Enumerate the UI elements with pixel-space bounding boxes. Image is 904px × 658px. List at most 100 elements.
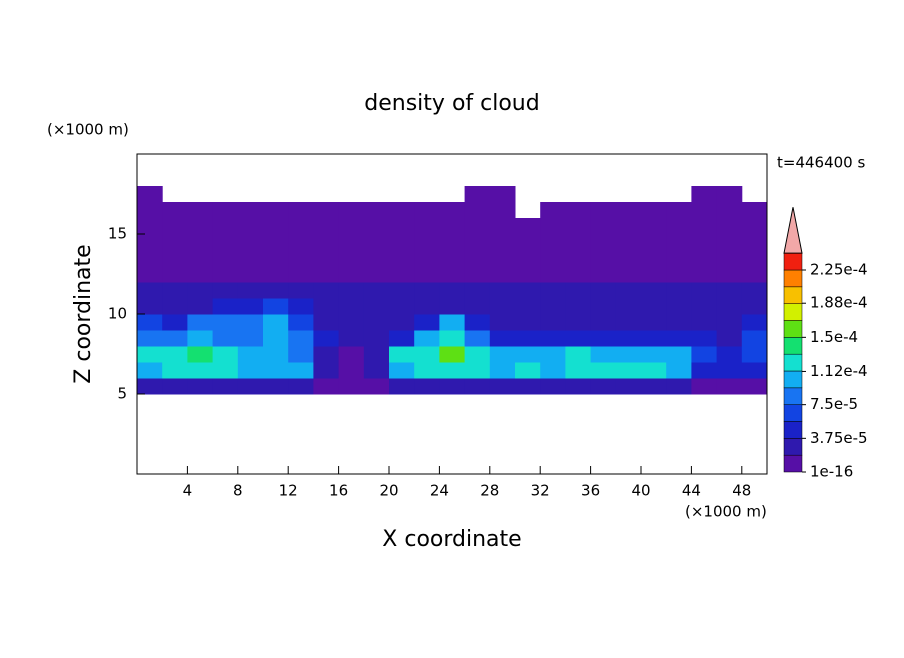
contour-cell <box>237 202 264 219</box>
contour-cell <box>288 202 314 219</box>
contour-cell <box>162 250 188 267</box>
contour-cell <box>363 250 390 267</box>
contour-cell <box>615 298 642 315</box>
contour-field <box>137 186 768 395</box>
contour-cell <box>137 378 163 395</box>
contour-cell <box>338 266 365 283</box>
contour-cell <box>666 218 692 235</box>
contour-cell <box>540 298 566 315</box>
contour-cell <box>565 218 592 235</box>
contour-cell <box>716 346 743 363</box>
contour-cell <box>590 282 617 299</box>
contour-cell <box>137 298 163 315</box>
contour-cell <box>615 330 642 347</box>
contour-cell <box>338 314 365 331</box>
contour-cell <box>615 282 642 299</box>
contour-cell <box>389 282 415 299</box>
contour-cell <box>237 298 264 315</box>
contour-cell <box>489 186 516 203</box>
x-unit: (×1000 m) <box>685 503 767 521</box>
contour-cell <box>666 234 692 251</box>
y-unit: (×1000 m) <box>47 121 129 139</box>
contour-cell <box>590 298 617 315</box>
contour-cell <box>741 346 768 363</box>
contour-cell <box>464 346 491 363</box>
contour-cell <box>716 282 743 299</box>
contour-cell <box>237 362 264 379</box>
contour-cell <box>565 250 592 267</box>
contour-cell <box>691 298 718 315</box>
contour-cell <box>212 250 239 267</box>
contour-cell <box>288 250 314 267</box>
contour-cell <box>615 314 642 331</box>
contour-cell <box>464 378 491 395</box>
contour-cell <box>313 362 340 379</box>
contour-cell <box>212 378 239 395</box>
contour-cell <box>741 330 768 347</box>
contour-cell <box>237 330 264 347</box>
contour-cell <box>666 282 692 299</box>
contour-cell <box>263 378 289 395</box>
contour-cell <box>439 234 466 251</box>
contour-cell <box>237 346 264 363</box>
contour-cell <box>489 266 516 283</box>
contour-cell <box>288 282 314 299</box>
contour-cell <box>691 250 718 267</box>
contour-cell <box>716 314 743 331</box>
contour-cell <box>666 314 692 331</box>
contour-cell <box>162 314 188 331</box>
x-tick-label: 28 <box>480 482 499 500</box>
contour-cell <box>263 202 289 219</box>
contour-cell <box>565 266 592 283</box>
contour-cell <box>464 218 491 235</box>
contour-cell <box>137 346 163 363</box>
contour-cell <box>439 266 466 283</box>
contour-cell <box>137 266 163 283</box>
contour-cell <box>187 346 214 363</box>
colorbar-band <box>783 286 803 304</box>
contour-cell <box>137 314 163 331</box>
contour-cell <box>741 218 768 235</box>
contour-cell <box>540 266 566 283</box>
contour-cell <box>489 282 516 299</box>
contour-cell <box>212 298 239 315</box>
colorbar-band <box>783 320 803 338</box>
contour-cell <box>212 346 239 363</box>
contour-cell <box>741 234 768 251</box>
contour-cell <box>515 314 541 331</box>
contour-cell <box>641 330 667 347</box>
contour-cell <box>515 266 541 283</box>
colorbar-tick-label: 1.12e-4 <box>810 362 868 380</box>
contour-cell <box>363 362 390 379</box>
contour-cell <box>540 314 566 331</box>
contour-cell <box>741 298 768 315</box>
contour-cell <box>565 202 592 219</box>
contour-cell <box>414 362 440 379</box>
contour-cell <box>162 298 188 315</box>
contour-cell <box>741 378 768 395</box>
contour-cell <box>338 218 365 235</box>
contour-cell <box>489 202 516 219</box>
contour-cell <box>162 378 188 395</box>
contour-cell <box>389 378 415 395</box>
contour-cell <box>716 186 743 203</box>
contour-cell <box>590 362 617 379</box>
contour-cell <box>338 282 365 299</box>
contour-cell <box>641 282 667 299</box>
colorbar-band <box>783 337 803 355</box>
contour-cell <box>137 218 163 235</box>
contour-cell <box>187 250 214 267</box>
contour-cell <box>716 298 743 315</box>
contour-cell <box>464 234 491 251</box>
contour-cell <box>489 314 516 331</box>
contour-cell <box>615 218 642 235</box>
contour-cell <box>666 298 692 315</box>
contour-cell <box>137 186 163 203</box>
x-tick-label: 16 <box>329 482 348 500</box>
contour-cell <box>691 330 718 347</box>
contour-cell <box>439 202 466 219</box>
contour-cell <box>389 266 415 283</box>
contour-cell <box>288 266 314 283</box>
contour-cell <box>338 346 365 363</box>
